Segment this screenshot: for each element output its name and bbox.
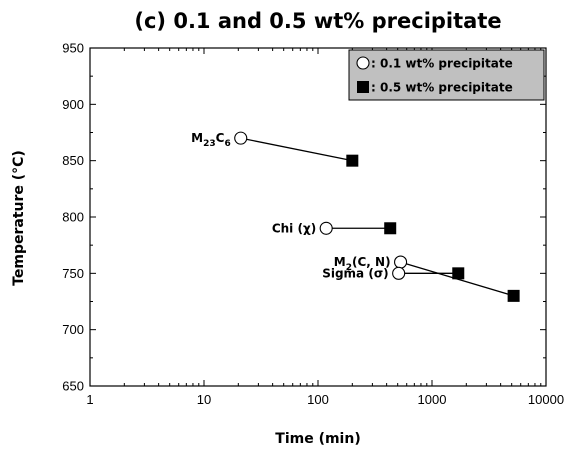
y-tick-label: 850: [62, 153, 84, 168]
legend-marker-square: [357, 81, 369, 93]
connector-line: [240, 137, 353, 162]
plot-area: 1 10 100 1000 10000 650 700 750 800 850 900 950 M23C…: [62, 41, 564, 408]
legend: : 0.1 wt% precipitate : 0.5 wt% precipita…: [348, 49, 545, 101]
data-point-0.5wt: [507, 289, 520, 302]
y-tick-label: 750: [62, 266, 84, 281]
legend-box: [348, 49, 545, 101]
y-tick-label: 800: [62, 210, 84, 225]
annotation-label: Chi (χ): [272, 221, 316, 235]
data-point-0.5wt: [452, 267, 465, 280]
legend-label: : 0.5 wt% precipitate: [371, 81, 513, 95]
x-tick-label: 10000: [528, 392, 564, 407]
x-tick-label: 1000: [418, 392, 447, 407]
x-tick-label: 10: [197, 392, 211, 407]
annotation-label: M23C6: [191, 131, 231, 149]
x-tick-label: 100: [307, 392, 329, 407]
data-point-0.1wt: [394, 255, 408, 269]
y-tick-label: 900: [62, 97, 84, 112]
chart-title: (c) 0.1 and 0.5 wt% precipitate: [134, 9, 501, 33]
x-tick-label: 1: [86, 392, 93, 407]
data-point-0.5wt: [384, 222, 397, 235]
y-tick-label: 950: [62, 41, 84, 56]
annotation-label: Sigma (σ): [322, 266, 388, 280]
data-point-0.5wt: [346, 154, 359, 167]
y-axis-label: Temperature (°C): [11, 150, 27, 286]
x-axis-label: Time (min): [275, 431, 360, 447]
data-point-0.1wt: [392, 266, 406, 280]
annotation-label: M2(C, N): [334, 255, 391, 273]
legend-marker-circle: [356, 56, 370, 70]
y-tick-label: 700: [62, 322, 84, 337]
data-point-0.1wt: [319, 221, 333, 235]
y-tick-label: 650: [62, 379, 84, 394]
legend-label: : 0.1 wt% precipitate: [371, 57, 513, 71]
data-point-0.1wt: [234, 131, 248, 145]
